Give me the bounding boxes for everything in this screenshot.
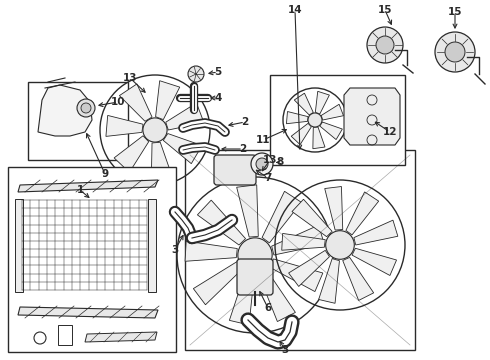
Text: 12: 12 bbox=[383, 127, 397, 137]
Text: 6: 6 bbox=[265, 303, 271, 313]
Text: 3: 3 bbox=[172, 245, 179, 255]
Polygon shape bbox=[270, 259, 323, 292]
Polygon shape bbox=[346, 192, 379, 235]
Text: 7: 7 bbox=[264, 173, 271, 183]
Text: 11: 11 bbox=[256, 135, 270, 145]
Bar bbox=[185, 150, 415, 350]
Polygon shape bbox=[18, 180, 158, 192]
Polygon shape bbox=[294, 93, 313, 115]
Polygon shape bbox=[197, 200, 245, 245]
Polygon shape bbox=[237, 185, 258, 237]
Circle shape bbox=[256, 158, 268, 170]
Polygon shape bbox=[18, 307, 158, 318]
Polygon shape bbox=[194, 261, 243, 305]
Polygon shape bbox=[325, 186, 343, 230]
Text: 4: 4 bbox=[214, 93, 221, 103]
Circle shape bbox=[308, 113, 322, 127]
Bar bbox=[8, 167, 176, 352]
Polygon shape bbox=[120, 84, 152, 121]
Polygon shape bbox=[163, 134, 202, 164]
Text: 9: 9 bbox=[101, 169, 109, 179]
Bar bbox=[28, 82, 128, 160]
Polygon shape bbox=[156, 81, 180, 120]
Bar bbox=[270, 75, 405, 165]
Circle shape bbox=[143, 118, 167, 142]
Polygon shape bbox=[287, 112, 308, 124]
Polygon shape bbox=[343, 257, 374, 301]
Text: 5: 5 bbox=[215, 67, 221, 77]
Text: 13: 13 bbox=[263, 155, 277, 165]
Polygon shape bbox=[318, 258, 340, 303]
Circle shape bbox=[445, 42, 465, 62]
Polygon shape bbox=[106, 116, 143, 136]
Polygon shape bbox=[313, 127, 325, 149]
Circle shape bbox=[238, 238, 272, 272]
Circle shape bbox=[326, 231, 354, 259]
FancyBboxPatch shape bbox=[237, 259, 273, 295]
Circle shape bbox=[188, 66, 204, 82]
Circle shape bbox=[77, 99, 95, 117]
Text: 15: 15 bbox=[448, 7, 462, 17]
Text: 15: 15 bbox=[378, 5, 392, 15]
Bar bbox=[148, 199, 156, 292]
Polygon shape bbox=[352, 248, 396, 275]
Text: 13: 13 bbox=[123, 73, 137, 83]
Polygon shape bbox=[321, 104, 343, 120]
Polygon shape bbox=[354, 220, 398, 245]
Text: 10: 10 bbox=[111, 97, 125, 107]
Polygon shape bbox=[320, 122, 343, 140]
Polygon shape bbox=[292, 199, 332, 237]
Bar bbox=[15, 199, 23, 292]
Polygon shape bbox=[282, 233, 325, 250]
Polygon shape bbox=[185, 241, 237, 261]
Circle shape bbox=[251, 153, 273, 175]
Circle shape bbox=[376, 36, 394, 54]
Polygon shape bbox=[229, 271, 254, 325]
Polygon shape bbox=[289, 250, 329, 287]
Polygon shape bbox=[114, 136, 148, 172]
Polygon shape bbox=[38, 85, 92, 136]
Text: 14: 14 bbox=[288, 5, 302, 15]
Polygon shape bbox=[344, 88, 400, 145]
Polygon shape bbox=[166, 103, 204, 130]
Text: 1: 1 bbox=[76, 185, 84, 195]
Polygon shape bbox=[291, 123, 311, 145]
Text: 8: 8 bbox=[276, 157, 284, 167]
Polygon shape bbox=[85, 332, 157, 342]
Polygon shape bbox=[258, 270, 295, 321]
Polygon shape bbox=[271, 225, 324, 255]
Circle shape bbox=[81, 103, 91, 113]
Text: 2: 2 bbox=[240, 144, 246, 154]
Polygon shape bbox=[151, 142, 172, 179]
Polygon shape bbox=[262, 191, 301, 243]
Text: 3: 3 bbox=[281, 345, 289, 355]
Polygon shape bbox=[316, 91, 329, 114]
Circle shape bbox=[367, 27, 403, 63]
FancyBboxPatch shape bbox=[214, 155, 256, 185]
Circle shape bbox=[435, 32, 475, 72]
Text: 2: 2 bbox=[242, 117, 248, 127]
